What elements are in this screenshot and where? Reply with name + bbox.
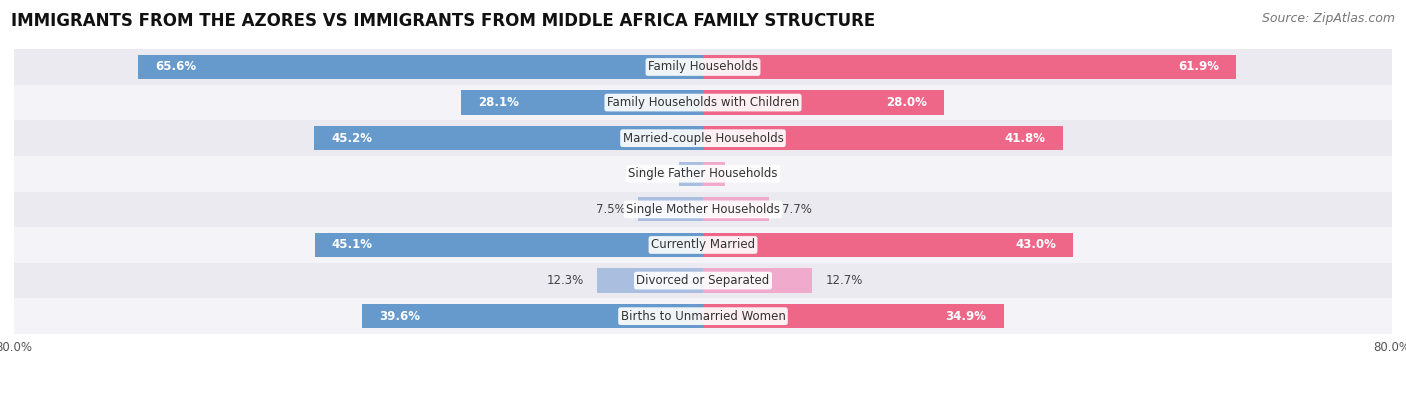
Bar bbox=[14, 263, 1392, 298]
Bar bbox=[138, 55, 703, 79]
Text: 28.1%: 28.1% bbox=[478, 96, 519, 109]
Text: 7.7%: 7.7% bbox=[782, 203, 813, 216]
Text: Divorced or Separated: Divorced or Separated bbox=[637, 274, 769, 287]
Text: 2.8%: 2.8% bbox=[637, 167, 666, 180]
Bar bbox=[679, 162, 703, 186]
Text: Married-couple Households: Married-couple Households bbox=[623, 132, 783, 145]
Bar bbox=[315, 233, 703, 257]
Text: 28.0%: 28.0% bbox=[886, 96, 927, 109]
Text: 45.1%: 45.1% bbox=[332, 239, 373, 252]
Bar bbox=[703, 90, 945, 115]
Bar bbox=[703, 126, 1063, 150]
Text: 34.9%: 34.9% bbox=[945, 310, 987, 323]
Text: 7.5%: 7.5% bbox=[596, 203, 626, 216]
Bar bbox=[14, 156, 1392, 192]
Bar bbox=[14, 298, 1392, 334]
Text: 12.7%: 12.7% bbox=[825, 274, 863, 287]
Text: 39.6%: 39.6% bbox=[380, 310, 420, 323]
Bar bbox=[361, 304, 703, 328]
Text: Source: ZipAtlas.com: Source: ZipAtlas.com bbox=[1261, 12, 1395, 25]
Bar bbox=[703, 197, 769, 222]
Bar bbox=[703, 304, 1004, 328]
Text: Currently Married: Currently Married bbox=[651, 239, 755, 252]
Bar bbox=[638, 197, 703, 222]
Bar bbox=[703, 233, 1073, 257]
Text: 65.6%: 65.6% bbox=[155, 60, 197, 73]
Text: Births to Unmarried Women: Births to Unmarried Women bbox=[620, 310, 786, 323]
Bar bbox=[14, 120, 1392, 156]
Text: 43.0%: 43.0% bbox=[1015, 239, 1056, 252]
Bar bbox=[14, 192, 1392, 227]
Text: Family Households with Children: Family Households with Children bbox=[607, 96, 799, 109]
Text: 41.8%: 41.8% bbox=[1005, 132, 1046, 145]
Bar bbox=[598, 269, 703, 293]
Bar bbox=[14, 85, 1392, 120]
Bar bbox=[703, 269, 813, 293]
Text: IMMIGRANTS FROM THE AZORES VS IMMIGRANTS FROM MIDDLE AFRICA FAMILY STRUCTURE: IMMIGRANTS FROM THE AZORES VS IMMIGRANTS… bbox=[11, 12, 876, 30]
Text: 45.2%: 45.2% bbox=[330, 132, 373, 145]
Bar bbox=[14, 227, 1392, 263]
Text: Family Households: Family Households bbox=[648, 60, 758, 73]
Text: 12.3%: 12.3% bbox=[547, 274, 583, 287]
Bar bbox=[14, 49, 1392, 85]
Text: Single Mother Households: Single Mother Households bbox=[626, 203, 780, 216]
Text: 61.9%: 61.9% bbox=[1178, 60, 1219, 73]
Bar bbox=[314, 126, 703, 150]
Bar bbox=[461, 90, 703, 115]
Text: 2.5%: 2.5% bbox=[738, 167, 768, 180]
Bar bbox=[703, 162, 724, 186]
Bar bbox=[703, 55, 1236, 79]
Text: Single Father Households: Single Father Households bbox=[628, 167, 778, 180]
